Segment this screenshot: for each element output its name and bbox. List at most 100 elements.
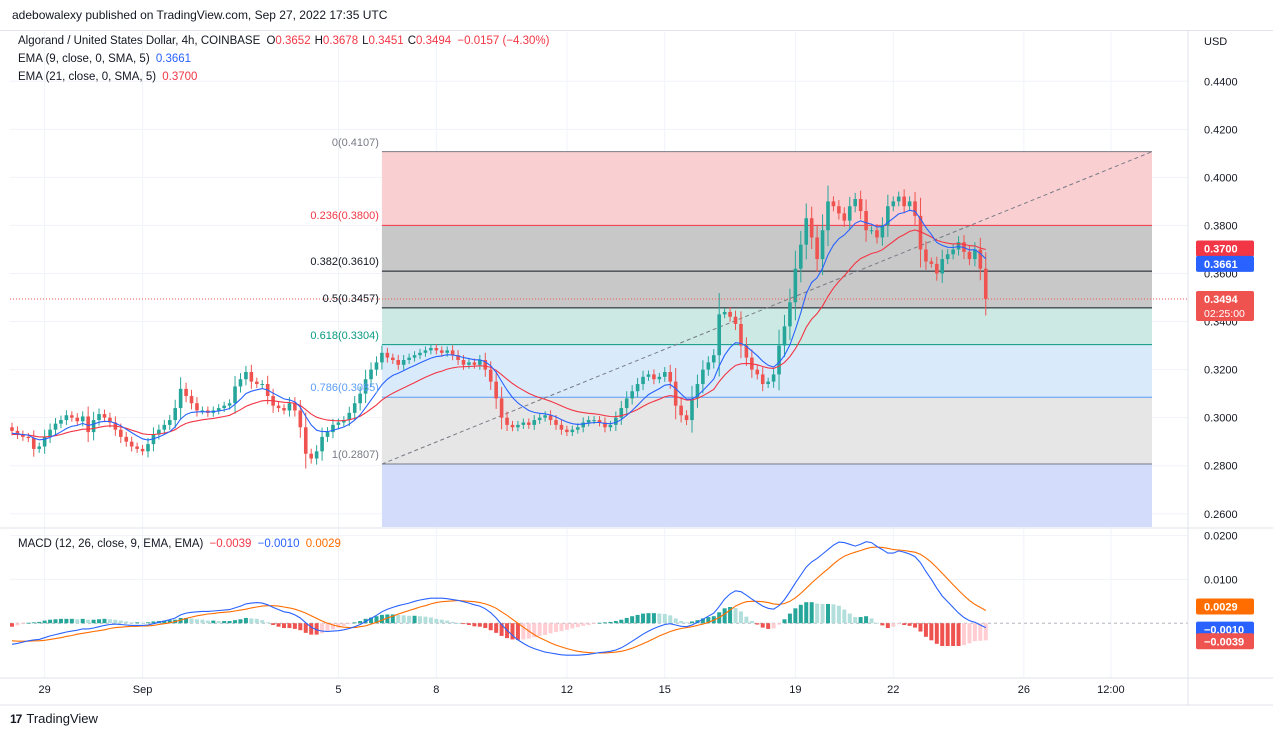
candle-body bbox=[276, 405, 281, 409]
candle-body bbox=[771, 374, 776, 382]
candle-body bbox=[510, 424, 515, 428]
ema21-value: 0.3700 bbox=[162, 71, 198, 83]
ema9-value: 0.3661 bbox=[155, 53, 192, 65]
macd-histogram-bar bbox=[962, 623, 966, 646]
fib-zone bbox=[381, 397, 1152, 465]
candle-body bbox=[935, 263, 939, 274]
candle-body bbox=[293, 403, 297, 411]
macd-histogram-bar bbox=[951, 623, 956, 647]
macd-histogram-bar bbox=[499, 623, 504, 636]
candle-body bbox=[880, 225, 885, 238]
macd-histogram-bar bbox=[418, 616, 422, 624]
macd-histogram-bar bbox=[129, 622, 134, 624]
fib-zone bbox=[381, 464, 1152, 527]
macd-histogram-bar bbox=[439, 619, 444, 624]
macd-histogram-bar bbox=[472, 623, 477, 627]
macd-histogram-bar bbox=[858, 617, 863, 624]
candle-body bbox=[875, 230, 879, 238]
candle-body bbox=[255, 381, 259, 385]
ema21-price-tag-bg bbox=[1196, 240, 1254, 257]
macd-histogram-bar bbox=[477, 623, 482, 627]
macd-histogram-bar bbox=[298, 623, 303, 631]
macd-histogram-bar bbox=[86, 619, 91, 624]
candle-body bbox=[401, 359, 406, 365]
macd-histogram-bar bbox=[341, 623, 346, 626]
macd-histogram-bar bbox=[766, 623, 771, 629]
macd-histogram-bar bbox=[194, 619, 199, 624]
candle-body bbox=[124, 436, 129, 442]
candle-body bbox=[108, 417, 112, 423]
candle-body bbox=[37, 446, 41, 449]
candle-body bbox=[478, 359, 482, 365]
macd-histogram-bar bbox=[532, 623, 537, 638]
macd-histogram-bar bbox=[847, 613, 852, 624]
candle-body bbox=[80, 416, 85, 422]
macd-line bbox=[11, 541, 987, 656]
price-tick-label: 0.4000 bbox=[1204, 172, 1238, 184]
ohlc-o: O0.3652 bbox=[266, 35, 311, 47]
macd-histogram-bar bbox=[20, 623, 25, 625]
macd-histogram-bar bbox=[554, 623, 558, 632]
candle-body bbox=[184, 388, 188, 397]
candle-body bbox=[423, 350, 428, 353]
candle-body bbox=[744, 345, 749, 358]
macd-histogram-bar bbox=[885, 623, 890, 629]
candle-body bbox=[869, 230, 874, 232]
fibonacci-retracement[interactable] bbox=[381, 151, 1153, 527]
fib-zone bbox=[381, 344, 1152, 398]
macd-histogram-bar bbox=[53, 619, 58, 624]
price-tick-label: 0.3200 bbox=[1204, 365, 1238, 377]
candle-body bbox=[679, 405, 683, 416]
macd-histogram-bar bbox=[543, 623, 548, 636]
macd-histogram-bar bbox=[891, 623, 896, 627]
candle-body bbox=[527, 422, 531, 425]
macd-histogram-bar bbox=[733, 607, 738, 624]
candle-body bbox=[195, 403, 199, 411]
candle-body bbox=[429, 347, 433, 351]
macd-histogram-bar bbox=[902, 623, 907, 625]
candle-body bbox=[173, 408, 177, 421]
macd-histogram-bar bbox=[826, 603, 830, 624]
candle-body bbox=[543, 415, 547, 418]
macd-histogram-bar bbox=[396, 614, 401, 624]
macd-histogram-bar bbox=[777, 623, 782, 625]
candle-body bbox=[711, 355, 716, 363]
macd-histogram-bar bbox=[662, 614, 667, 624]
time-tick-label: 15 bbox=[659, 684, 671, 696]
candle-body bbox=[369, 369, 373, 380]
macd-histogram-bar bbox=[69, 618, 74, 624]
last-price-tag-bg bbox=[1196, 290, 1254, 321]
candle-body bbox=[456, 355, 460, 360]
fib-zone bbox=[381, 151, 1152, 226]
macd-histogram-bar bbox=[515, 623, 520, 640]
candle-body bbox=[945, 254, 950, 260]
candle-body bbox=[75, 417, 80, 422]
macd-histogram-bar bbox=[140, 622, 145, 624]
macd-histogram-bar bbox=[918, 623, 923, 632]
candle-body bbox=[973, 249, 977, 260]
macd-histogram-bar bbox=[10, 623, 14, 627]
footer-brand[interactable]: 17 TradingView bbox=[10, 711, 98, 726]
price-tick-label: 0.4200 bbox=[1204, 124, 1238, 136]
candle-body bbox=[967, 251, 972, 260]
ema21-line bbox=[12, 229, 986, 438]
candle-body bbox=[516, 424, 520, 428]
macd-histogram-bar bbox=[107, 619, 112, 624]
macd-histogram-bar bbox=[972, 623, 977, 642]
macd-histogram-bar bbox=[673, 618, 678, 624]
macd-histogram-bar bbox=[798, 604, 803, 624]
macd-histogram-bar bbox=[243, 617, 248, 624]
candle-body bbox=[342, 420, 346, 423]
candle-body bbox=[86, 416, 90, 433]
candle-body bbox=[119, 429, 123, 437]
price-tick-label: 0.2600 bbox=[1204, 509, 1238, 521]
time-tick-label: 8 bbox=[433, 684, 439, 696]
macd-histogram-bar bbox=[488, 623, 493, 631]
candle-body bbox=[837, 206, 841, 214]
macd-histogram-bar bbox=[91, 619, 96, 624]
macd-histogram-bar bbox=[722, 608, 727, 624]
candle-body bbox=[347, 412, 352, 421]
fib-level-label: 0.618(0.3304) bbox=[310, 329, 379, 342]
candle-body bbox=[135, 446, 139, 449]
